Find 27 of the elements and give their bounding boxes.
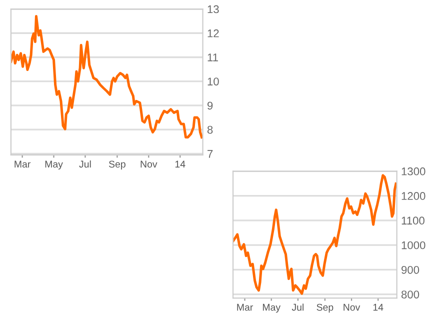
y-tick-label: 800 — [401, 290, 420, 298]
x-tick-label: Nov — [140, 160, 158, 168]
x-tick-label: Jul — [292, 304, 304, 311]
x-tick-label: Mar — [237, 304, 253, 311]
x-tick-label: Sep — [108, 160, 126, 170]
y-tick-label: 1200 — [402, 192, 426, 200]
y-tick-label: 12 — [208, 29, 219, 38]
x-tick-label: 14 — [373, 304, 384, 311]
y-tick-label: 900 — [402, 266, 420, 274]
x-tick-label: Sep — [316, 304, 334, 313]
y-tick-label: 1100 — [402, 216, 424, 225]
x-tick-label: Jul — [79, 160, 91, 168]
x-tick-label: May — [262, 304, 281, 313]
y-tick-label: 11 — [208, 54, 218, 62]
x-tick-label: May — [45, 160, 63, 170]
y-tick-label: 8 — [207, 126, 213, 134]
y-tick-label: 1000 — [402, 241, 426, 250]
y-tick-label: 13 — [208, 5, 219, 14]
y-tick-label: 10 — [208, 78, 219, 86]
y-tick-label: 7 — [208, 150, 213, 158]
x-tick-label: Mar — [14, 160, 31, 168]
line-series — [233, 174, 397, 295]
line-series — [10, 15, 203, 139]
x-tick-label: 14 — [175, 160, 186, 168]
y-tick-label: 9 — [207, 102, 213, 110]
x-tick-label: Nov — [344, 304, 360, 311]
y-tick-label: 1300 — [402, 167, 426, 176]
